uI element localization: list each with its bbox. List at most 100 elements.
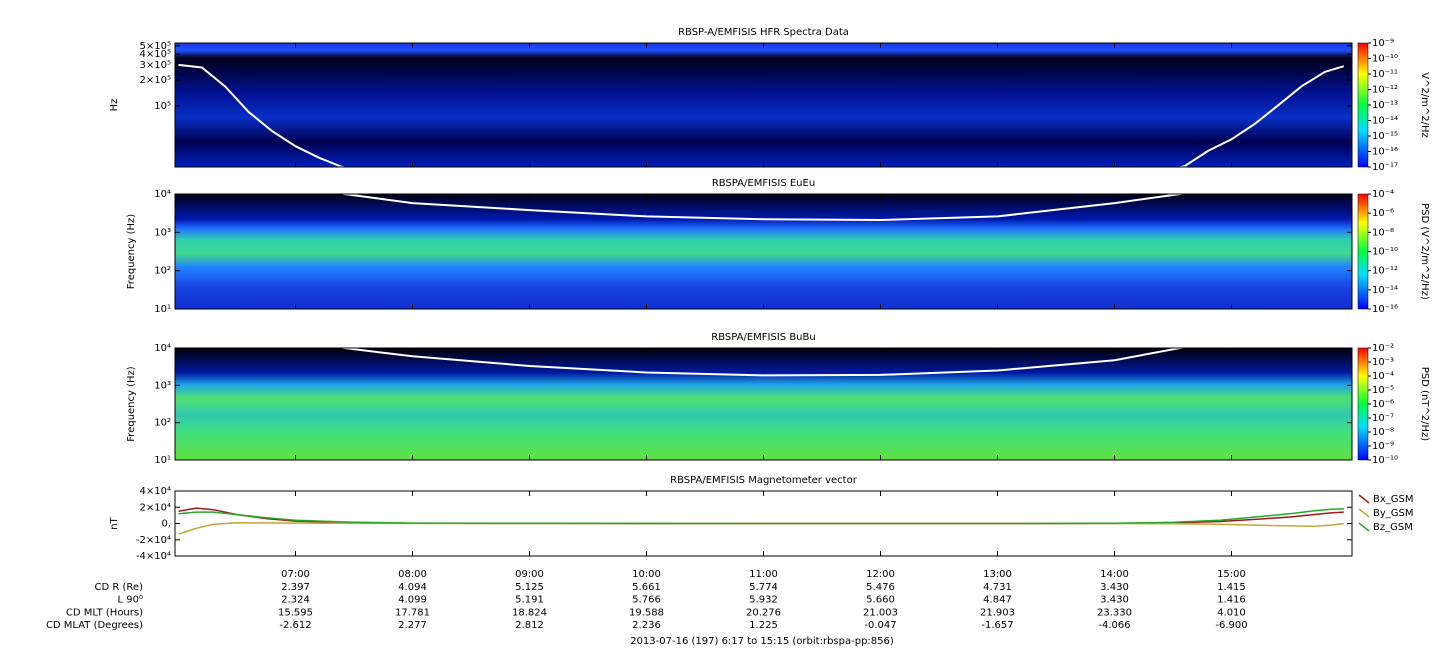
x-tick-label: 10:00 [632,569,661,580]
colorbar-tick-label: 10⁻⁴ [1372,371,1394,382]
legend-swatch [1358,494,1370,504]
ephemeris-label: CD R (Re) [95,582,144,593]
colorbar-tick-label: 10⁻⁸ [1372,227,1394,238]
ephemeris-value: 4.847 [983,595,1012,606]
colorbar-tick-label: 10⁻⁹ [1372,38,1394,49]
x-tick-label: 11:00 [749,569,778,580]
colorbar-tick-label: 10⁻¹² [1372,266,1398,277]
y-tick-label: 10¹ [154,304,171,315]
ephemeris-value: 1.225 [749,620,778,631]
colorbar-tick-label: 10⁻⁷ [1372,413,1394,424]
ephemeris-label: CD MLAT (Degrees) [46,620,143,631]
ephemeris-value: -2.612 [279,620,311,631]
colorbar-tick-label: 10⁻¹⁶ [1372,147,1398,158]
panel-title: RBSPA/EMFISIS EuEu [712,178,815,189]
ephemeris-value: 18.824 [512,607,547,618]
panel-frame [174,193,1353,310]
colorbar-tick-label: 10⁻¹⁷ [1372,162,1398,173]
ephemeris-value: 3.430 [1100,595,1129,606]
ephemeris-value: 21.003 [863,607,898,618]
colorbar-tick-label: 10⁻¹⁴ [1372,116,1398,127]
legend-label: Bz_GSM [1373,522,1413,533]
colorbar-tick-label: 10⁻⁹ [1372,441,1394,452]
ephemeris-value: 2.324 [281,595,310,606]
colorbar-tick-label: 10⁻¹¹ [1372,69,1398,80]
ephemeris-value: 20.276 [746,607,781,618]
ephemeris-value: 4.099 [398,595,427,606]
x-tick-label: 08:00 [398,569,427,580]
x-tick-label: 07:00 [281,569,310,580]
series-line [178,521,1344,535]
ephemeris-value: -0.047 [864,620,896,631]
ephemeris-value: 5.932 [749,595,778,606]
colorbar-tick-label: 10⁻¹³ [1372,100,1398,111]
ephemeris-value: 5.125 [515,582,544,593]
y-tick-label: 4×10⁵ [140,49,171,60]
ephemeris-value: 19.588 [629,607,664,618]
y-tick-label: 3×10⁵ [140,60,171,71]
ephemeris-value: 5.661 [632,582,661,593]
colorbar-tick-label: 10⁻¹² [1372,85,1398,96]
panel-title: RBSPA/EMFISIS BuBu [711,332,815,343]
ephemeris-value: 4.731 [983,582,1012,593]
legend-swatch [1358,522,1370,532]
x-tick-label: 12:00 [866,569,895,580]
colorbar [1357,193,1369,310]
series-line [178,507,1344,525]
ephemeris-value: 5.766 [632,595,661,606]
ephemeris-value: 4.094 [398,582,427,593]
ephemeris-value: -1.657 [981,620,1013,631]
ephemeris-value: 21.903 [980,607,1015,618]
colorbar-tick-label: 10⁻¹⁰ [1372,455,1398,466]
colorbar-tick-label: 10⁻³ [1372,357,1394,368]
ephemeris-value: 17.781 [395,607,430,618]
ephemeris-label: CD MLT (Hours) [66,607,143,618]
ephemeris-value: 2.277 [398,620,427,631]
y-tick-label: 10⁴ [154,189,171,200]
y-tick-label: 10⁴ [154,343,171,354]
colorbar-tick-label: 10⁻¹⁴ [1372,285,1398,296]
ephemeris-value: 1.415 [1217,582,1246,593]
panel-title: RBSP-A/EMFISIS HFR Spectra Data [678,27,849,38]
colorbar [1357,347,1369,461]
spectrogram [175,43,1352,167]
y-tick-label: 10¹ [154,455,171,466]
y-tick-label: 2×10⁴ [140,502,171,513]
ephemeris-value: -6.900 [1215,620,1247,631]
y-tick-label: 10² [154,266,171,277]
y-tick-label: -4×10⁴ [136,551,171,562]
x-tick-label: 14:00 [1100,569,1129,580]
colorbar-tick-label: 10⁻⁶ [1372,399,1394,410]
colorbar-tick-label: 10⁻⁸ [1372,427,1394,438]
legend-label: By_GSM [1373,508,1414,519]
colorbar-tick-label: 10⁻⁶ [1372,208,1394,219]
ephemeris-label: L 90⁰ [118,595,143,606]
y-axis-label: nT [109,516,120,529]
x-tick-label: 09:00 [515,569,544,580]
x-tick-label: 13:00 [983,569,1012,580]
x-tick-label: 15:00 [1217,569,1246,580]
legend-label: Bx_GSM [1373,494,1414,505]
panel-frame [174,490,1353,557]
ephemeris-value: 5.660 [866,595,895,606]
y-tick-label: 5×10⁵ [140,41,171,52]
colorbar-tick-label: 10⁻⁵ [1372,385,1394,396]
colorbar-tick-label: 10⁻¹⁰ [1372,247,1398,258]
gyro-line [340,194,1186,222]
y-tick-label: 4×10⁴ [140,486,171,497]
ephemeris-value: 2.236 [632,620,661,631]
ephemeris-value: -4.066 [1098,620,1130,631]
colorbar-label: PSD (V^2/m^2/Hz) [1419,203,1430,300]
ephemeris-value: 4.010 [1217,607,1246,618]
panel-frame [174,347,1353,461]
y-tick-label: -2×10⁴ [136,535,171,546]
colorbar-tick-label: 10⁻⁴ [1372,189,1394,200]
legend-swatch [1358,508,1370,518]
colorbar-tick-label: 10⁻² [1372,343,1394,354]
y-tick-label: 10⁵ [154,101,171,112]
y-axis-label: Frequency (Hz) [126,366,137,442]
colorbar-tick-label: 10⁻¹⁵ [1372,131,1398,142]
series-line [178,508,1344,525]
gyro-line [178,63,1345,167]
